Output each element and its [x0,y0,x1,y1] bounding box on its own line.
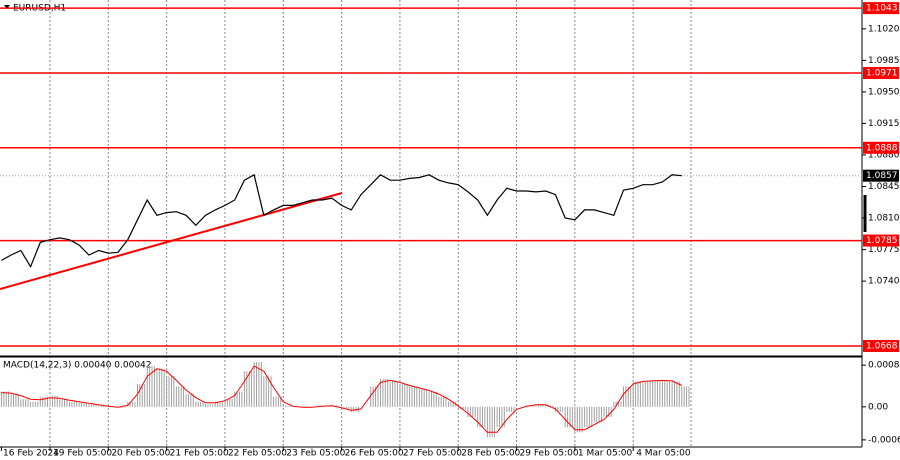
x-tick-label: 1 Mar 05:00 [578,449,633,459]
current-price-label: 1.0857 [866,171,898,181]
x-tick-label: 28 Feb 05:00 [461,449,520,459]
y-tick-label: 1.0740 [868,277,900,287]
x-tick-label: 23 Feb 05:00 [286,449,345,459]
symbol-dropdown[interactable] [4,5,10,9]
level-label-box [863,339,899,352]
grid [49,0,692,447]
level-label-box [863,2,899,15]
y-tick-label: 1.0775 [868,245,900,255]
y-tick-label: 1.1020 [868,24,900,34]
x-tick-label: 20 Feb 05:00 [111,449,170,459]
level-label: 1.0888 [866,143,898,153]
x-tick-label: 22 Feb 05:00 [228,449,287,459]
level-label-box [863,234,899,247]
current-price-box [863,169,899,182]
level-label-box [863,141,899,154]
x-tick-label: 16 Feb 2024 [3,449,59,459]
level-label: 1.0785 [866,236,898,246]
price-line [1,173,682,269]
signal-line [1,365,683,433]
level-label: 1.0668 [866,341,898,351]
y-tick-label: 0.00 [868,402,888,412]
level-label-box [863,66,899,79]
level-label: 1.1043 [866,4,898,14]
y-tick-label: 1.0880 [868,150,900,160]
x-tick-label: 29 Feb 05:00 [520,449,579,459]
y-tick-label: 1.0915 [868,119,900,129]
x-tick-label: 27 Feb 05:00 [403,449,462,459]
x-tick-label: 26 Feb 05:00 [345,449,404,459]
macd-title: MACD(14,22,3) 0.00040 0.00042 [3,361,152,371]
x-tick-label: 4 Mar 05:00 [636,449,691,459]
x-tick-label: 19 Feb 05:00 [53,449,112,459]
y-tick-label: -0.00065 [868,435,900,445]
y-tick-label: 0.00082 [868,361,900,371]
y-tick-label: 1.0950 [868,87,900,97]
y-tick-label: 1.0985 [868,56,900,66]
y-tick-label: 1.0810 [868,214,900,224]
level-label: 1.0971 [866,68,898,78]
x-tick-label: 21 Feb 05:00 [170,449,229,459]
y-tick-label: 1.0845 [868,182,900,192]
